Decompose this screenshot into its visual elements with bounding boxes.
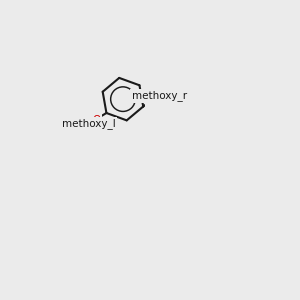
Text: methoxy_l: methoxy_l — [62, 118, 116, 129]
Text: methoxy_r: methoxy_r — [132, 90, 187, 101]
Text: O: O — [147, 95, 155, 105]
Text: O: O — [92, 115, 101, 125]
